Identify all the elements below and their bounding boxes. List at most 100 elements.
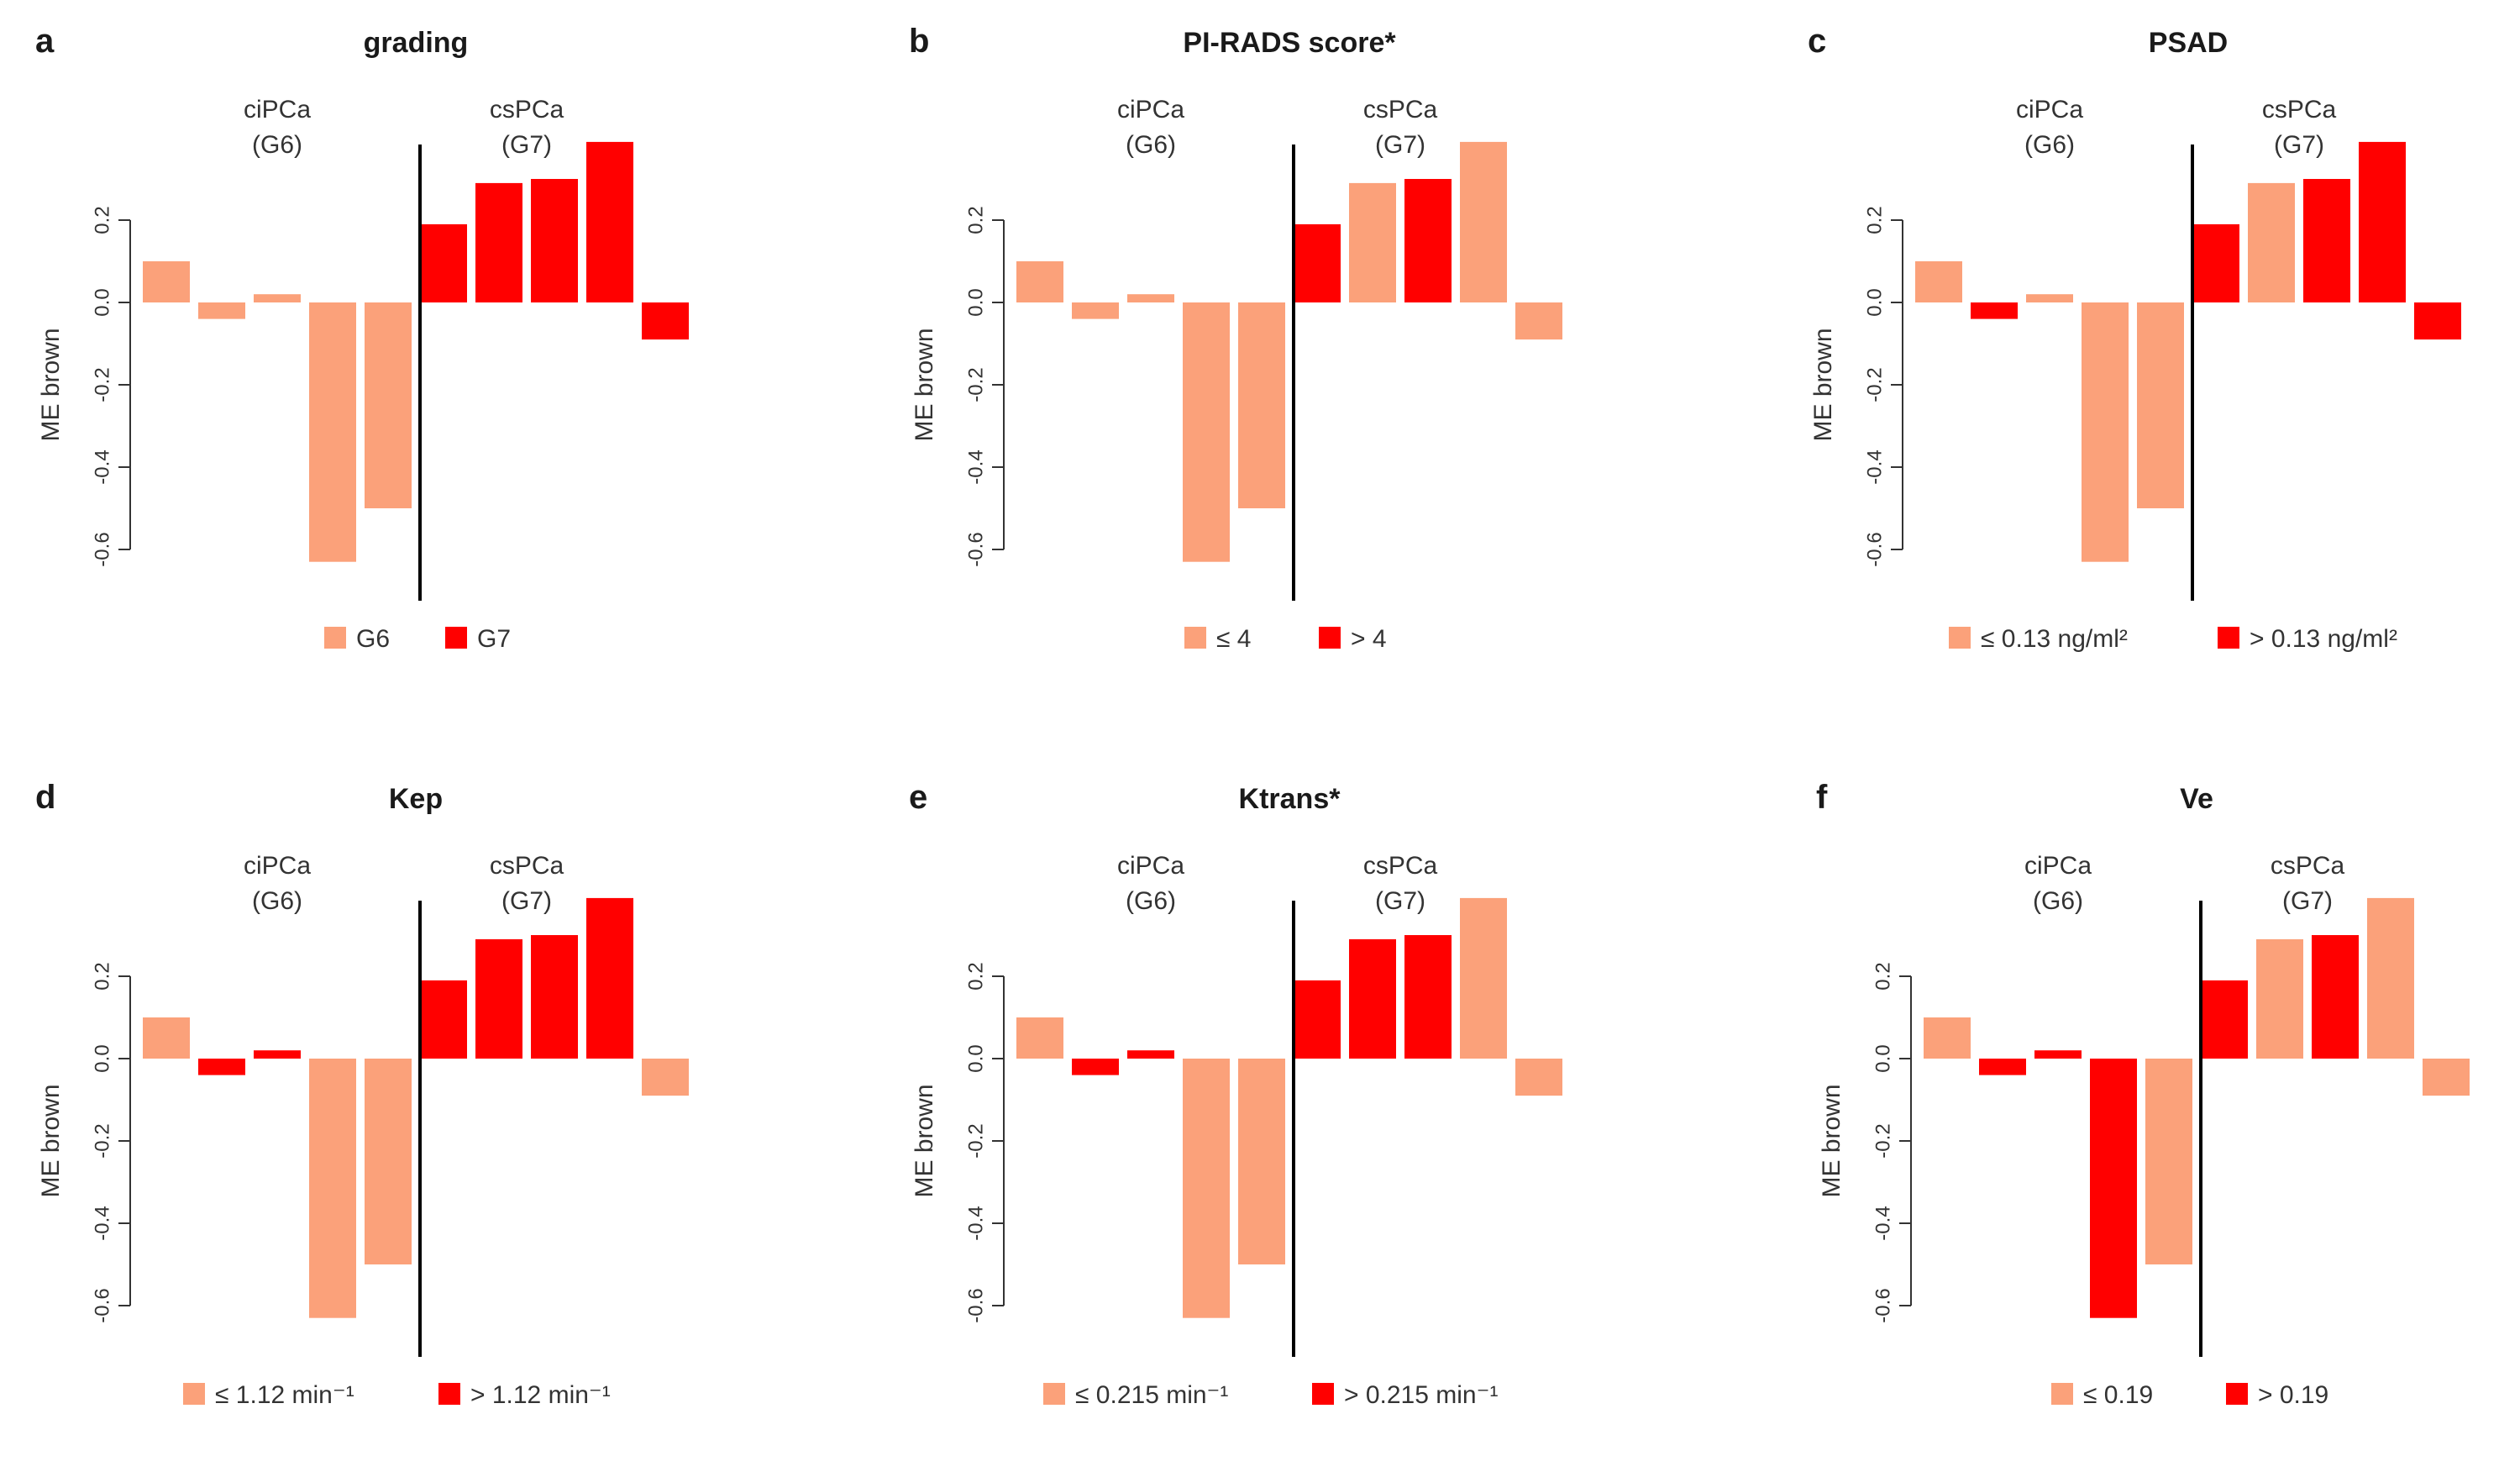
panel-a: a grading ciPCa (G6) csPCa (G7) 0.2 0.0 -0.2 -0.4…	[0, 0, 840, 721]
bar-8	[2303, 179, 2350, 302]
legend-label: G6	[356, 625, 390, 653]
bar-7	[1349, 182, 1396, 302]
y-tick-label: 0.2	[1872, 962, 1894, 990]
y-tick-label: -0.6	[91, 532, 113, 566]
y-axis-label: ME brown	[911, 1084, 938, 1197]
y-tick-label: 0.0	[964, 288, 987, 316]
chart-title: PI-RADS score*	[1183, 27, 1396, 59]
legend-label: > 0.215 min⁻¹	[1344, 1381, 1498, 1409]
bar-3	[254, 1050, 301, 1059]
group-label-right-sub: (G7)	[501, 887, 552, 915]
panel-d: d Kep ciPCa (G6) csPCa (G7) 0.2 0.0 -0.2 -0.4 -0.6…	[0, 756, 840, 1477]
y-tick-label: -0.4	[91, 449, 113, 484]
bar-6	[420, 223, 467, 302]
legend-swatch	[1319, 627, 1341, 649]
bar-8	[1404, 935, 1452, 1059]
group-label-left-sub: (G6)	[2024, 131, 2075, 159]
bar-2	[1072, 302, 1119, 319]
bar-10	[642, 1059, 689, 1096]
bar-9	[2367, 897, 2414, 1059]
bar-8	[2312, 935, 2359, 1059]
panel-e: e Ktrans* ciPCa (G6) csPCa (G7) 0.2 0.0 -0.2 -0.4…	[874, 756, 1714, 1477]
bar-3	[2034, 1050, 2082, 1059]
chart-title: Ve	[2180, 783, 2213, 815]
group-label-left-sub: (G6)	[252, 887, 302, 915]
bar-8	[531, 179, 578, 302]
bar-1	[1016, 1017, 1063, 1059]
bar-4	[2090, 1059, 2137, 1318]
group-label-left: ciPCa	[244, 852, 311, 880]
bar-6	[420, 980, 467, 1059]
group-label-right-sub: (G7)	[1375, 887, 1425, 915]
y-tick-label: 0.2	[1863, 206, 1886, 234]
panel-letter: a	[35, 23, 55, 60]
y-tick-label: -0.2	[964, 367, 987, 402]
bar-8	[531, 935, 578, 1059]
legend-swatch	[2226, 1383, 2248, 1405]
legend-label: ≤ 0.215 min⁻¹	[1075, 1381, 1228, 1409]
group-label-left-sub: (G6)	[252, 131, 302, 159]
bar-8	[1404, 179, 1452, 302]
panel-f: f Ve ciPCa (G6) csPCa (G7) 0.2 0.0 -0.2 -0.4 -0.6 M…	[1781, 756, 2520, 1477]
group-label-left-sub: (G6)	[1126, 131, 1176, 159]
panel-letter: c	[1808, 23, 1826, 60]
bar-5	[365, 302, 412, 508]
bar-5	[365, 1059, 412, 1264]
group-label-left: ciPCa	[244, 96, 311, 124]
bar-4	[1183, 302, 1230, 562]
y-axis-label: ME brown	[911, 328, 938, 441]
y-tick-label: 0.2	[91, 962, 113, 990]
legend-label: ≤ 0.19	[2083, 1381, 2153, 1409]
y-tick-label: -0.2	[1863, 367, 1886, 402]
bar-1	[143, 261, 190, 302]
bar-3	[254, 294, 301, 302]
bar-6	[2192, 223, 2239, 302]
bar-7	[1349, 938, 1396, 1059]
bar-3	[1127, 294, 1174, 302]
bar-5	[2145, 1059, 2192, 1264]
bar-4	[309, 302, 356, 562]
y-tick-label: 0.0	[1863, 288, 1886, 316]
group-label-left-sub: (G6)	[1126, 887, 1176, 915]
group-label-right-sub: (G7)	[1375, 131, 1425, 159]
group-label-left: ciPCa	[1117, 852, 1184, 880]
legend-swatch	[2218, 627, 2239, 649]
group-label-right-sub: (G7)	[2274, 131, 2324, 159]
bar-7	[2256, 938, 2303, 1059]
bar-1	[1915, 261, 1962, 302]
bar-5	[1238, 1059, 1285, 1264]
bar-9	[2359, 141, 2406, 302]
bar-7	[2248, 182, 2295, 302]
legend-swatch	[2051, 1383, 2073, 1405]
group-label-left: ciPCa	[2016, 96, 2083, 124]
legend-swatch	[1184, 627, 1206, 649]
legend-swatch	[324, 627, 346, 649]
legend-label: G7	[477, 625, 511, 653]
bar-6	[2201, 980, 2248, 1059]
bar-10	[1515, 302, 1562, 340]
y-axis-label: ME brown	[1809, 328, 1837, 441]
y-tick-label: -0.4	[1863, 449, 1886, 484]
y-axis-label: ME brown	[37, 1084, 65, 1197]
y-tick-label: 0.2	[964, 206, 987, 234]
legend-label: ≤ 0.13 ng/ml²	[1981, 625, 2128, 653]
y-tick-label: -0.4	[1872, 1206, 1894, 1240]
bar-4	[2082, 302, 2129, 562]
bar-5	[2137, 302, 2184, 508]
group-label-right-sub: (G7)	[501, 131, 552, 159]
y-tick-label: -0.2	[91, 367, 113, 402]
legend-label: > 4	[1351, 625, 1387, 653]
bar-9	[586, 897, 633, 1059]
legend-swatch	[1043, 1383, 1065, 1405]
y-tick-label: -0.6	[1872, 1288, 1894, 1322]
y-axis-label: ME brown	[37, 328, 65, 441]
group-label-right: csPCa	[490, 96, 564, 124]
bar-5	[1238, 302, 1285, 508]
legend-swatch	[1949, 627, 1971, 649]
group-label-right: csPCa	[2262, 96, 2337, 124]
y-axis-label: ME brown	[1818, 1084, 1845, 1197]
bar-10	[1515, 1059, 1562, 1096]
y-tick-label: -0.2	[964, 1123, 987, 1158]
group-label-right: csPCa	[1363, 852, 1438, 880]
group-label-left: ciPCa	[2024, 852, 2092, 880]
